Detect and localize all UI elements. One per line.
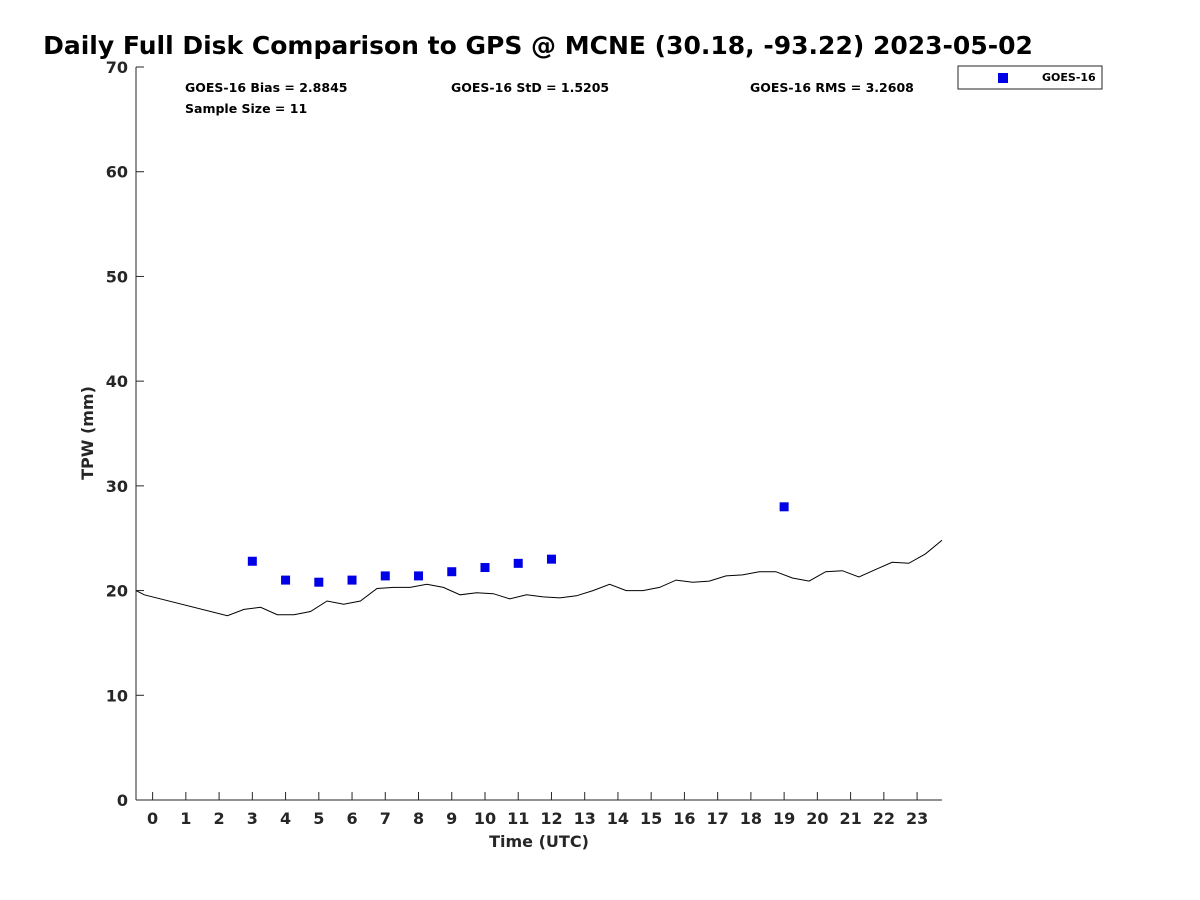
x-tick-label: 1 [180, 809, 191, 828]
x-tick-label: 19 [773, 809, 795, 828]
data-point-goes-16 [546, 554, 556, 564]
axes [135, 67, 942, 801]
stat-bias: GOES-16 Bias = 2.8845 [185, 80, 347, 95]
x-tick-label: 13 [574, 809, 596, 828]
x-tick-label: 3 [247, 809, 258, 828]
data-point-goes-16 [480, 563, 490, 573]
x-tick-label: 12 [540, 809, 562, 828]
x-tick-label: 5 [313, 809, 324, 828]
x-tick-label: 18 [740, 809, 762, 828]
y-tick-label: 70 [106, 58, 128, 77]
x-tick-label: 9 [446, 809, 457, 828]
stat-sample-size: Sample Size = 11 [185, 101, 307, 116]
x-tick-label: 10 [474, 809, 496, 828]
x-tick-label: 8 [413, 809, 424, 828]
legend-marker-goes-16 [998, 73, 1008, 83]
x-tick-label: 20 [806, 809, 828, 828]
x-ticks: 0 1 2 3 4 5 6 7 8 9 10 11 12 13 14 15 16 17 18 19 20 21 22 23 [147, 792, 928, 828]
x-tick-label: 0 [147, 809, 158, 828]
y-tick-label: 50 [106, 267, 128, 286]
y-ticks: 0 10 20 30 40 50 60 70 [106, 58, 144, 810]
data-point-goes-16 [347, 575, 357, 585]
data-point-goes-16 [414, 571, 424, 581]
data-point-goes-16 [380, 571, 390, 581]
y-tick-label: 20 [106, 582, 128, 601]
x-tick-label: 2 [214, 809, 225, 828]
x-tick-label: 7 [380, 809, 391, 828]
legend: GOES-16 [957, 65, 1103, 90]
x-tick-label: 17 [707, 809, 729, 828]
x-tick-label: 22 [873, 809, 895, 828]
data-point-goes-16 [447, 567, 457, 577]
x-tick-label: 16 [673, 809, 695, 828]
y-tick-label: 0 [117, 791, 128, 810]
plot-area [135, 502, 943, 617]
x-tick-label: 6 [346, 809, 357, 828]
x-tick-label: 14 [607, 809, 629, 828]
data-point-goes-16 [281, 575, 291, 585]
y-tick-label: 30 [106, 477, 128, 496]
y-tick-label: 40 [106, 372, 128, 391]
data-point-goes-16 [779, 502, 789, 512]
legend-label-goes-16: GOES-16 [1042, 71, 1096, 84]
y-tick-label: 10 [106, 686, 128, 705]
stat-std: GOES-16 StD = 1.5205 [451, 80, 609, 95]
x-tick-label: 4 [280, 809, 291, 828]
x-tick-label: 11 [507, 809, 529, 828]
x-axis-label: Time (UTC) [489, 832, 589, 851]
legend-box [957, 65, 1103, 90]
x-tick-label: 21 [839, 809, 861, 828]
x-tick-label: 23 [906, 809, 928, 828]
data-point-goes-16 [247, 556, 257, 566]
stat-rms: GOES-16 RMS = 3.2608 [750, 80, 914, 95]
data-point-goes-16 [314, 577, 324, 587]
y-tick-label: 60 [106, 163, 128, 182]
x-tick-label: 15 [640, 809, 662, 828]
data-point-goes-16 [513, 558, 523, 568]
chart-title: Daily Full Disk Comparison to GPS @ MCNE… [43, 31, 1033, 60]
series-line [135, 539, 943, 617]
y-axis-label: TPW (mm) [78, 386, 97, 480]
